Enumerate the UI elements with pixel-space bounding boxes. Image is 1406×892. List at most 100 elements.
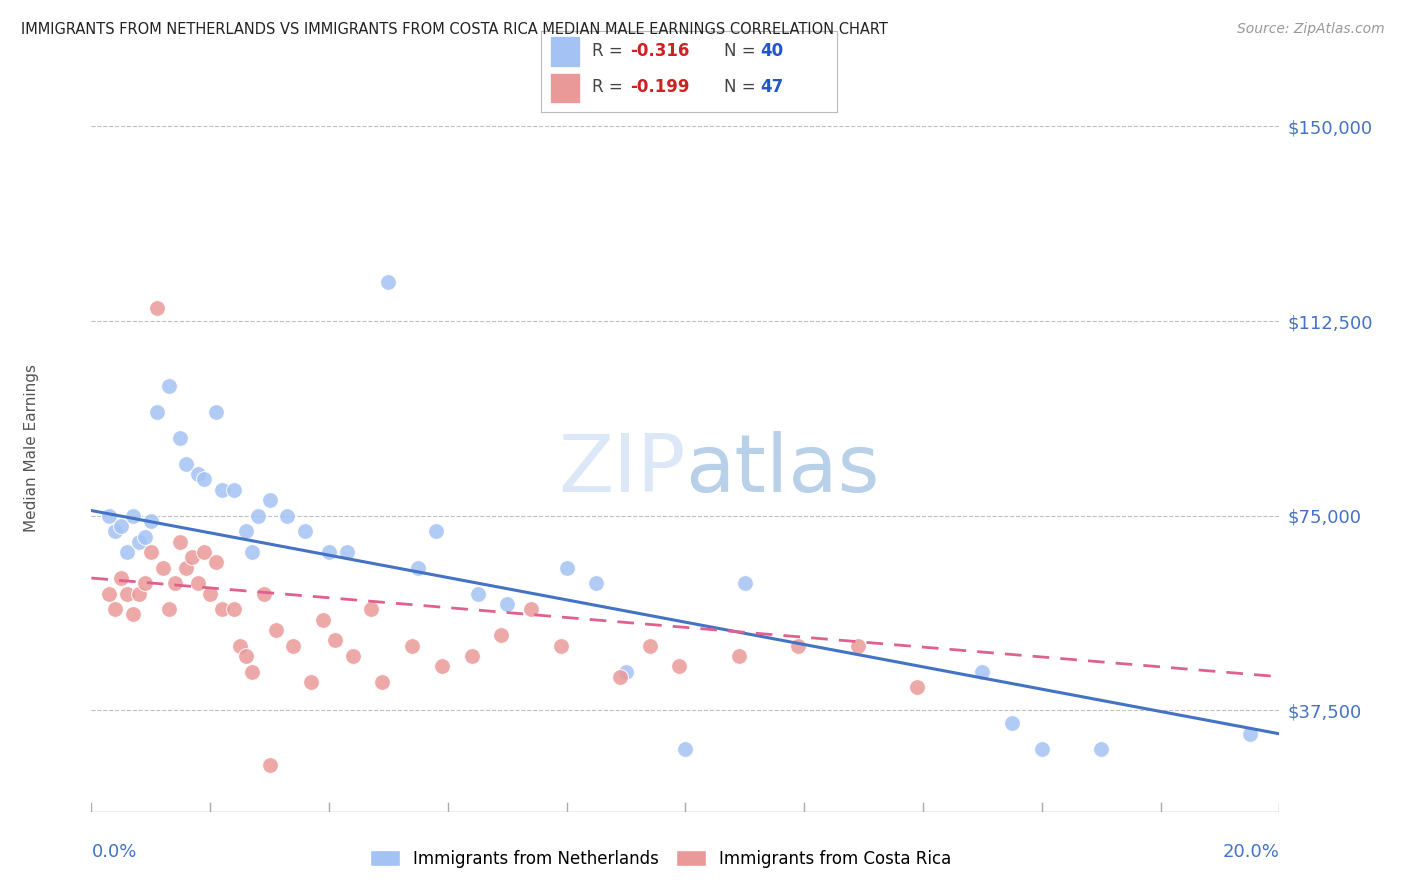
Point bbox=[128, 534, 150, 549]
Point bbox=[1031, 742, 1053, 756]
Point bbox=[176, 457, 198, 471]
Point bbox=[235, 524, 257, 539]
Point bbox=[259, 493, 281, 508]
Point bbox=[609, 670, 631, 684]
Point bbox=[205, 556, 228, 570]
Point bbox=[222, 602, 245, 616]
Point bbox=[259, 758, 281, 772]
Point bbox=[139, 545, 162, 559]
Text: 0.0%: 0.0% bbox=[91, 843, 136, 861]
Point bbox=[104, 524, 127, 539]
Point bbox=[128, 587, 150, 601]
Point bbox=[157, 379, 180, 393]
Point bbox=[585, 576, 607, 591]
Point bbox=[371, 674, 394, 689]
Legend: Immigrants from Netherlands, Immigrants from Costa Rica: Immigrants from Netherlands, Immigrants … bbox=[363, 844, 959, 875]
Text: N =: N = bbox=[724, 78, 761, 96]
Text: IMMIGRANTS FROM NETHERLANDS VS IMMIGRANTS FROM COSTA RICA MEDIAN MALE EARNINGS C: IMMIGRANTS FROM NETHERLANDS VS IMMIGRANT… bbox=[21, 22, 889, 37]
Point bbox=[377, 275, 399, 289]
Point bbox=[1001, 716, 1024, 731]
Point bbox=[193, 472, 215, 486]
Point bbox=[905, 680, 928, 694]
Point bbox=[211, 602, 233, 616]
Point bbox=[555, 560, 578, 574]
Point bbox=[98, 508, 121, 523]
Point bbox=[360, 602, 382, 616]
Point bbox=[638, 639, 661, 653]
Text: 20.0%: 20.0% bbox=[1223, 843, 1279, 861]
Point bbox=[614, 665, 637, 679]
Point bbox=[240, 665, 263, 679]
Point bbox=[734, 576, 756, 591]
Point bbox=[673, 742, 696, 756]
Point bbox=[115, 587, 138, 601]
Text: N =: N = bbox=[724, 42, 761, 61]
Point bbox=[972, 665, 994, 679]
Text: -0.316: -0.316 bbox=[630, 42, 689, 61]
Point bbox=[787, 639, 810, 653]
Point bbox=[169, 431, 191, 445]
Point bbox=[246, 508, 269, 523]
Point bbox=[145, 405, 167, 419]
Point bbox=[1239, 727, 1261, 741]
Point bbox=[1090, 742, 1112, 756]
Point bbox=[668, 659, 690, 673]
Point bbox=[187, 576, 209, 591]
Point bbox=[235, 648, 257, 663]
Point bbox=[491, 628, 513, 642]
Point bbox=[342, 648, 364, 663]
Point bbox=[336, 545, 359, 559]
Text: -0.199: -0.199 bbox=[630, 78, 689, 96]
Point bbox=[323, 633, 346, 648]
Point bbox=[846, 639, 869, 653]
Text: ZIP: ZIP bbox=[558, 431, 685, 509]
Point bbox=[193, 545, 215, 559]
Point bbox=[163, 576, 186, 591]
Point bbox=[299, 674, 322, 689]
Point bbox=[157, 602, 180, 616]
Point bbox=[460, 648, 482, 663]
Point bbox=[728, 648, 751, 663]
Point bbox=[152, 560, 174, 574]
Point bbox=[139, 514, 162, 528]
Bar bbox=[550, 36, 579, 67]
Point bbox=[205, 405, 228, 419]
Point bbox=[253, 587, 276, 601]
Point bbox=[550, 639, 572, 653]
Point bbox=[425, 524, 447, 539]
Point bbox=[276, 508, 298, 523]
Point bbox=[222, 483, 245, 497]
Point bbox=[294, 524, 316, 539]
Point bbox=[134, 576, 156, 591]
Point bbox=[318, 545, 340, 559]
Text: Median Male Earnings: Median Male Earnings bbox=[24, 364, 39, 533]
Point bbox=[406, 560, 429, 574]
Text: 47: 47 bbox=[759, 78, 783, 96]
Bar bbox=[550, 73, 579, 103]
Point bbox=[430, 659, 453, 673]
Point bbox=[169, 534, 191, 549]
Point bbox=[211, 483, 233, 497]
Text: Source: ZipAtlas.com: Source: ZipAtlas.com bbox=[1237, 22, 1385, 37]
Point bbox=[264, 623, 287, 637]
Point bbox=[145, 301, 167, 315]
Point bbox=[229, 639, 252, 653]
Point bbox=[181, 550, 204, 565]
Point bbox=[110, 571, 132, 585]
Text: R =: R = bbox=[592, 78, 627, 96]
Point bbox=[187, 467, 209, 482]
Point bbox=[496, 597, 519, 611]
Point bbox=[283, 639, 305, 653]
Point bbox=[122, 508, 145, 523]
Point bbox=[104, 602, 127, 616]
Point bbox=[110, 519, 132, 533]
Text: R =: R = bbox=[592, 42, 627, 61]
Point bbox=[312, 613, 335, 627]
Point bbox=[176, 560, 198, 574]
Point bbox=[401, 639, 423, 653]
Point bbox=[122, 607, 145, 622]
Point bbox=[467, 587, 489, 601]
Point bbox=[200, 587, 222, 601]
Point bbox=[134, 529, 156, 543]
Point bbox=[115, 545, 138, 559]
